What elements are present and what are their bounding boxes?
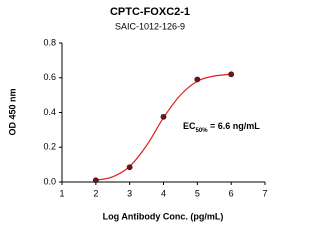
- data-point: [92, 177, 99, 184]
- data-point: [228, 71, 235, 78]
- x-tick-label: 3: [127, 188, 132, 198]
- data-point: [126, 164, 133, 171]
- x-tick-label: 7: [262, 188, 267, 198]
- chart: CPTC-FOXC2-1 SAIC-1012-126-9 Log Antibod…: [7, 6, 267, 221]
- chart-title: CPTC-FOXC2-1: [110, 6, 190, 18]
- annotation-text: EC: [183, 121, 196, 131]
- annotation-rest: = 6.6 ng/mL: [208, 121, 261, 131]
- x-tick-label: 1: [59, 188, 64, 198]
- x-axis-label: Log Antibody Conc. (pg/mL): [103, 211, 224, 221]
- annotation: EC50% = 6.6 ng/mL: [183, 121, 260, 133]
- data-point: [194, 76, 201, 83]
- chart-subtitle: SAIC-1012-126-9: [115, 21, 185, 31]
- y-tick-label: 0.8: [43, 37, 56, 47]
- x-tick-label: 6: [229, 188, 234, 198]
- x-tick-label: 5: [195, 188, 200, 198]
- y-tick-label: 0.4: [43, 107, 56, 117]
- y-tick-label: 0.0: [43, 176, 56, 186]
- y-tick-label: 0.6: [43, 72, 56, 82]
- y-axis-label: OD 450 nm: [7, 88, 17, 135]
- x-tick-label: 2: [93, 188, 98, 198]
- data-point: [160, 113, 167, 120]
- annotation-sub: 50%: [196, 128, 209, 134]
- x-tick-label: 4: [161, 188, 166, 198]
- y-tick-label: 0.2: [43, 142, 56, 152]
